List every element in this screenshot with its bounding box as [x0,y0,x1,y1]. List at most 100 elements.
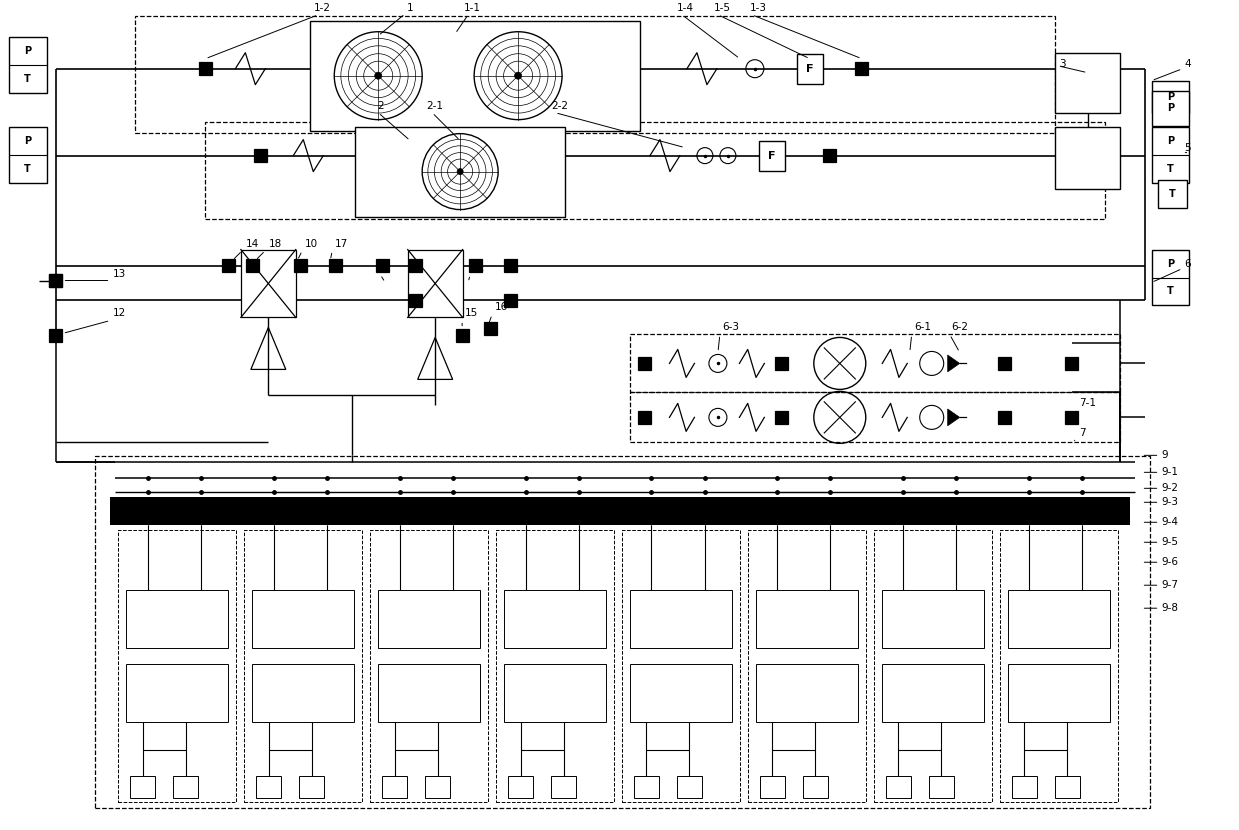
Bar [126,664,228,722]
Text: 9-7: 9-7 [1161,580,1178,590]
Bar [378,664,481,722]
Circle shape [514,72,522,79]
Bar [50,274,62,287]
Circle shape [374,72,382,79]
Text: 2: 2 [377,100,384,110]
Bar [9,37,47,93]
Bar [748,530,866,802]
Bar [638,357,652,370]
Text: 15: 15 [465,309,478,319]
Bar [1151,127,1189,183]
Bar [468,259,482,272]
Bar [253,664,354,722]
Bar [222,259,235,272]
Text: T: T [1167,286,1173,296]
Text: 1-5: 1-5 [714,2,731,12]
Polygon shape [948,355,960,372]
Bar [244,530,362,802]
Bar [1151,81,1189,113]
Bar [622,530,740,802]
Text: 10: 10 [305,238,318,248]
Bar [999,357,1011,370]
Bar [760,776,784,798]
Bar [206,122,1104,218]
Text: 9-6: 9-6 [1161,557,1178,567]
Bar [378,590,481,648]
Bar [456,329,468,342]
Bar [126,590,228,648]
Text: 9-1: 9-1 [1161,467,1178,477]
Bar [1007,664,1110,722]
Text: 9-3: 9-3 [1161,497,1178,507]
Bar [756,590,857,648]
Text: 1-2: 1-2 [313,2,331,12]
Bar [1066,411,1078,424]
Bar [294,259,307,272]
Text: P: P [1167,91,1175,101]
Circle shape [457,168,463,174]
Bar [882,664,984,722]
Bar [855,62,869,76]
Bar [1054,776,1079,798]
Bar [375,259,389,272]
Bar [629,664,732,722]
Text: 9-4: 9-4 [1161,517,1178,527]
Bar [1054,127,1120,188]
Text: 8: 8 [382,262,389,272]
Bar [504,664,606,722]
Bar [310,21,641,130]
Bar [756,664,857,722]
Bar [776,357,788,370]
Bar [408,250,462,317]
Bar [1066,357,1078,370]
Text: 1-1: 1-1 [463,2,481,12]
Bar [256,776,281,798]
Bar [496,530,615,802]
Bar [135,16,1054,133]
Text: T: T [1167,164,1173,173]
Text: F: F [807,64,814,74]
Text: P: P [1167,103,1175,113]
Bar [999,411,1011,424]
Text: 2-1: 2-1 [426,100,444,110]
Bar [254,149,266,162]
Text: 1-3: 1-3 [750,2,767,12]
Bar [199,62,212,76]
Text: 17: 17 [336,238,348,248]
Bar [638,411,652,424]
Bar [629,334,1120,393]
Bar [95,457,1150,808]
Bar [483,322,497,335]
Text: F: F [768,150,776,161]
Bar [382,776,408,798]
Text: 9-8: 9-8 [1161,603,1178,613]
Bar [130,776,155,798]
Bar [504,590,606,648]
Bar [1011,776,1037,798]
Bar [173,776,198,798]
Bar [356,127,565,217]
Bar [823,149,836,162]
Bar [629,590,732,648]
Bar [551,776,576,798]
Text: T: T [1170,188,1176,198]
Text: 9: 9 [1161,451,1168,461]
Bar [245,259,259,272]
Bar [882,590,984,648]
Text: 1-4: 1-4 [676,2,694,12]
Bar [328,259,342,272]
Bar [240,250,296,317]
Bar [1157,179,1187,208]
Bar [300,776,325,798]
Bar [50,274,62,287]
Text: T: T [25,74,31,84]
Polygon shape [948,409,960,426]
Bar [508,776,533,798]
Text: 3: 3 [1059,59,1067,69]
Bar [1054,53,1120,113]
Bar [370,530,488,802]
Text: 7: 7 [1079,428,1087,438]
Text: 2-2: 2-2 [551,100,569,110]
Text: 16: 16 [496,302,508,312]
Text: P: P [1167,135,1175,145]
